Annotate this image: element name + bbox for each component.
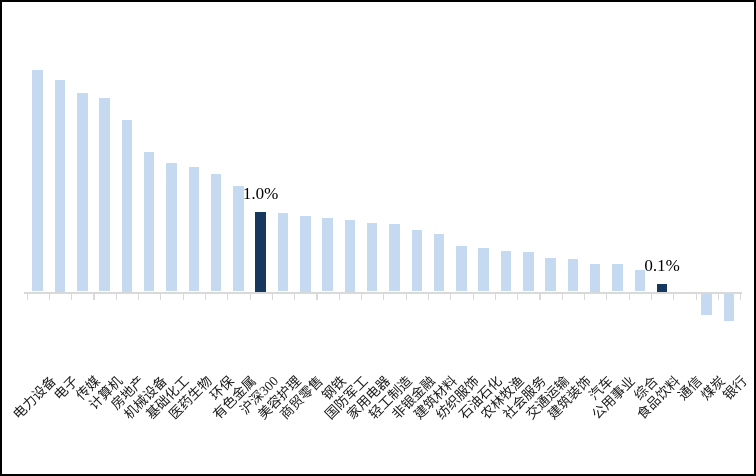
axis-tick (26, 293, 28, 300)
axis-tick (494, 293, 496, 300)
axis-tick (48, 293, 50, 300)
axis-tick (338, 293, 340, 300)
bar-建筑装饰 (567, 258, 579, 292)
axis-tick (650, 293, 653, 300)
bar-房地产 (121, 119, 133, 292)
bar-国防军工 (344, 219, 356, 292)
axis-tick (606, 293, 608, 300)
category-label-通信: 通信 (675, 372, 706, 403)
axis-tick (71, 293, 73, 300)
bar-食品饮料 (656, 283, 668, 292)
bar-机械设备 (143, 152, 155, 292)
bar-环保 (210, 173, 222, 292)
bar-公用事业 (612, 264, 623, 292)
bar-有色金属 (233, 185, 244, 292)
axis-tick (584, 293, 586, 300)
axis-tick (182, 293, 184, 300)
x-axis-line (24, 291, 743, 294)
bar-石油石化 (478, 248, 489, 292)
axis-tick (115, 293, 117, 300)
axis-tick (539, 293, 541, 300)
bar-美容护理 (277, 213, 289, 292)
axis-tick (383, 293, 385, 300)
axis-tick (204, 293, 207, 300)
axis-tick (673, 293, 675, 300)
bar-沪深300 (255, 211, 266, 292)
axis-tick (405, 293, 407, 300)
axis-tick (316, 293, 318, 300)
axis-tick (628, 293, 630, 300)
axis-tick (717, 293, 719, 300)
category-label-银行: 银行 (720, 372, 750, 403)
axis-tick (427, 293, 430, 300)
axis-tick (93, 293, 95, 300)
axis-tick (249, 293, 251, 300)
bar-钢铁 (322, 217, 333, 292)
data-label-沪深300: 1.0% (242, 183, 279, 203)
axis-tick (160, 293, 162, 300)
axis-tick (361, 293, 363, 300)
bar-计算机 (99, 97, 110, 292)
axis-tick (138, 293, 140, 300)
bar-基础化工 (166, 162, 177, 292)
bar-轻工制造 (389, 224, 400, 292)
bar-商贸零售 (300, 215, 311, 292)
bar-电力设备 (32, 69, 43, 292)
bar-家用电器 (366, 222, 378, 292)
bar-综合 (634, 269, 645, 292)
axis-tick (450, 293, 452, 300)
axis-tick (271, 293, 273, 300)
bar-交通运输 (545, 257, 556, 292)
bar-非银金融 (411, 229, 422, 292)
bar-煤炭 (701, 293, 712, 316)
bar-汽车 (589, 263, 601, 292)
bar-农林牧渔 (500, 250, 512, 292)
axis-tick (740, 293, 742, 300)
bar-建筑材料 (433, 233, 445, 292)
axis-tick (472, 293, 474, 300)
axis-tick (227, 293, 229, 300)
axis-tick (561, 293, 563, 300)
axis-tick (517, 293, 519, 300)
category-label-电力设备: 电力设备 (9, 372, 59, 422)
bar-电子 (54, 79, 66, 292)
bar-纺织服饰 (456, 245, 467, 292)
bar-医药生物 (188, 166, 199, 292)
bar-社会服务 (523, 252, 534, 292)
data-label-食品饮料: 0.1% (644, 255, 680, 275)
bar-银行 (723, 293, 735, 321)
bar-传媒 (77, 93, 88, 292)
axis-tick (294, 293, 296, 300)
axis-tick (695, 293, 697, 300)
